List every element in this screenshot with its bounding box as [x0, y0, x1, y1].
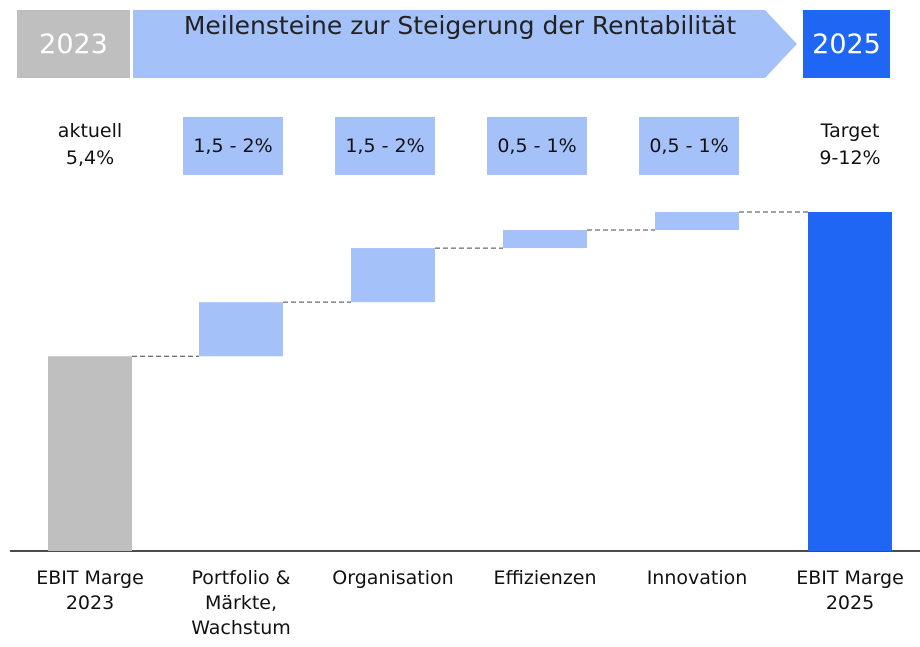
x-tick-label: Portfolio & Märkte, Wachstum — [191, 567, 291, 639]
value-label: 1,5 - 2% — [183, 117, 283, 175]
value-label: 0,5 - 1% — [487, 117, 587, 175]
header-left: 2023 — [17, 10, 130, 78]
bar — [199, 302, 283, 357]
bar — [48, 356, 132, 551]
bar — [655, 212, 739, 231]
bar — [808, 212, 892, 551]
x-tick-label: Innovation — [646, 567, 748, 589]
header-right: 2025 — [803, 10, 890, 78]
header-arrow — [133, 10, 797, 78]
value-label: 0,5 - 1% — [639, 117, 739, 175]
x-tick-label: Effizienzen — [493, 567, 597, 589]
x-tick-label: EBIT Marge 2025 — [796, 567, 904, 614]
bar — [351, 248, 435, 303]
value-label: aktuell 5,4% — [57, 120, 123, 169]
value-label: 1,5 - 2% — [335, 117, 435, 175]
x-tick-label: Organisation — [332, 567, 454, 589]
bar — [503, 230, 587, 249]
chart-title: Meilensteine zur Steigerung der Rentabil… — [183, 11, 737, 40]
value-label: Target 9-12% — [819, 120, 881, 169]
x-tick-label: EBIT Marge 2023 — [36, 567, 144, 614]
